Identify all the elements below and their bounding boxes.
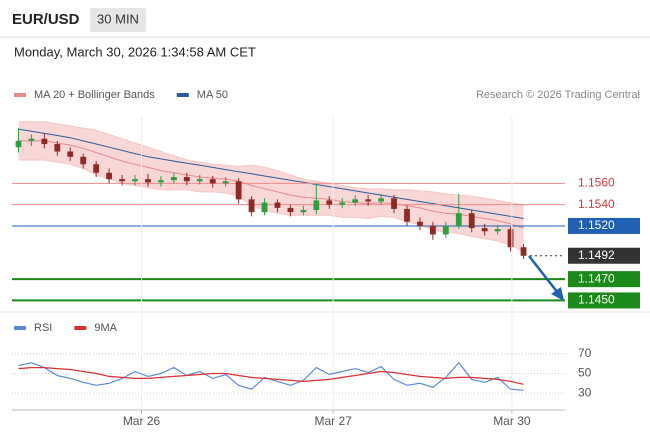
level-label: 1.1520 — [578, 218, 615, 232]
candle-body — [326, 200, 333, 205]
candle-body — [404, 208, 410, 222]
level-label: 1.1450 — [578, 293, 615, 307]
timeframe-box — [90, 8, 146, 32]
level-box — [568, 217, 640, 234]
date-subtitle: Monday, March 30, 2026 1:34:58 AM CET — [14, 44, 256, 59]
rsi-line — [18, 367, 524, 385]
legend-swatch — [176, 93, 189, 97]
legend-label: RSI — [34, 322, 52, 334]
candle-body — [455, 213, 462, 226]
x-tick-label: Mar 30 — [493, 414, 531, 428]
moving-average — [18, 140, 524, 229]
candle-body — [494, 229, 501, 232]
candle-body — [339, 202, 346, 205]
candle-body — [442, 225, 449, 235]
candle-body — [287, 207, 294, 213]
source: Research © 2026 Trading Central — [476, 89, 640, 101]
candle-body — [54, 144, 61, 152]
level-box — [568, 247, 640, 264]
legend-label: MA 50 — [197, 89, 228, 101]
candle-body — [132, 179, 138, 182]
candle-body — [235, 181, 242, 200]
candle-body — [119, 179, 125, 182]
level-label: 1.1540 — [578, 197, 615, 211]
legend-swatch — [14, 326, 26, 330]
candle-body — [28, 138, 35, 141]
y-tick-label: 50 — [578, 366, 592, 380]
chart-title: EUR/USD — [12, 11, 80, 28]
candle-body — [67, 151, 74, 157]
bollinger-band — [18, 121, 524, 252]
candle-body — [170, 177, 177, 181]
legend-swatch — [74, 326, 87, 330]
candle-body — [365, 199, 372, 202]
band-upper — [18, 121, 524, 206]
y-tick-label: 70 — [578, 346, 592, 360]
candle-body — [209, 179, 216, 184]
y-tick-label: 30 — [578, 385, 592, 399]
candle-body — [378, 198, 384, 202]
candle-body — [80, 156, 87, 165]
candle-body — [15, 140, 22, 148]
level-box — [568, 271, 640, 288]
candle-body — [196, 179, 203, 182]
x-tick-label: Mar 26 — [123, 414, 161, 428]
arrow-shaft — [528, 255, 559, 294]
legend-swatch — [14, 93, 26, 97]
level-label: 1.1492 — [578, 248, 615, 262]
candle-body — [481, 228, 488, 232]
candle-body — [468, 213, 475, 229]
candle-body — [183, 177, 190, 182]
candle-body — [145, 179, 151, 183]
candle-body — [222, 181, 229, 184]
candle-body — [41, 138, 48, 145]
candle-body — [520, 247, 527, 256]
candle-body — [429, 225, 436, 235]
forecast-arrow — [528, 255, 564, 301]
candle-body — [313, 200, 320, 210]
candle-body — [300, 210, 307, 213]
arrow-head — [551, 287, 564, 301]
band-lower — [18, 159, 524, 252]
level-box — [568, 292, 640, 309]
candle-body — [391, 198, 397, 209]
legend-label: 9MA — [94, 322, 117, 334]
candle-body — [106, 172, 113, 180]
timeframe: 30 MIN — [97, 11, 139, 26]
candle-body — [158, 180, 164, 183]
level-label: 1.1470 — [578, 271, 615, 285]
candle-body — [352, 199, 359, 203]
candle-body — [93, 164, 100, 173]
candle-body — [507, 229, 514, 248]
candle-body — [248, 199, 255, 213]
candle-body — [417, 221, 423, 226]
x-tick-label: Mar 27 — [314, 414, 352, 428]
candle-body — [274, 202, 281, 208]
legend-label: MA 20 + Bollinger Bands — [34, 89, 155, 101]
level-label: 1.1560 — [578, 176, 615, 190]
candle-body — [261, 202, 268, 213]
